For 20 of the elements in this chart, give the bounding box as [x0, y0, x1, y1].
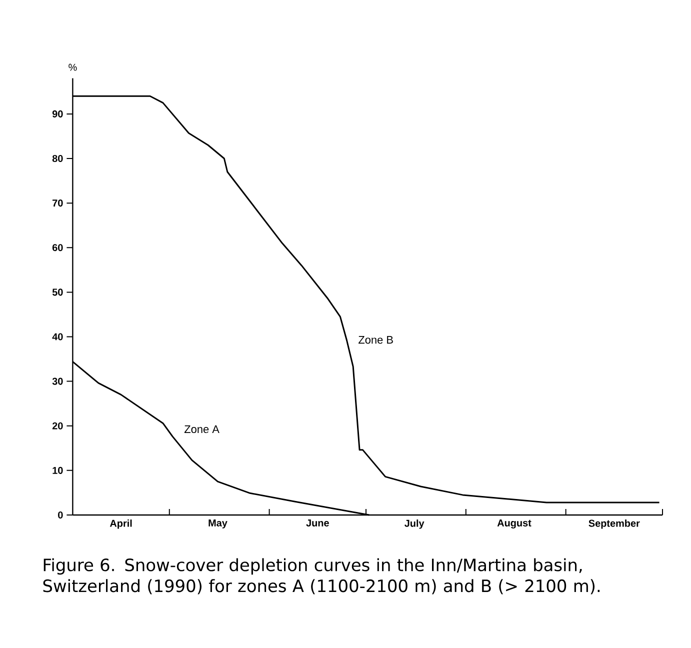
- x-tick-label: May: [208, 520, 228, 528]
- y-tick-label: 40: [52, 333, 63, 340]
- caption: Figure 6. Snow-cover depletion curves in the Inn/Martina basin, Switzerland (1990) for zones A (1100-2100 m) and B (> 2100 m).: [43, 558, 600, 594]
- y-tick-label: 90: [52, 110, 63, 118]
- y-axis-title: %: [68, 64, 77, 71]
- y-tick-label: 70: [52, 200, 63, 207]
- y-tick-label: 20: [52, 422, 63, 430]
- series-label: Zone B: [358, 336, 393, 344]
- series-label: Zone A: [184, 425, 220, 434]
- x-tick-label: July: [404, 520, 424, 529]
- y-tick-label: 50: [52, 288, 63, 296]
- y-tick-label: 80: [52, 154, 63, 162]
- x-tick-label: June: [306, 520, 329, 526]
- y-tick-label: 0: [58, 511, 63, 519]
- x-tick-label: August: [497, 520, 532, 528]
- y-tick-label: 60: [52, 244, 63, 252]
- y-tick-label: 30: [52, 378, 63, 385]
- y-tick-label: 10: [52, 466, 63, 474]
- x-tick-label: April: [110, 520, 132, 529]
- x-tick-label: September: [588, 520, 640, 529]
